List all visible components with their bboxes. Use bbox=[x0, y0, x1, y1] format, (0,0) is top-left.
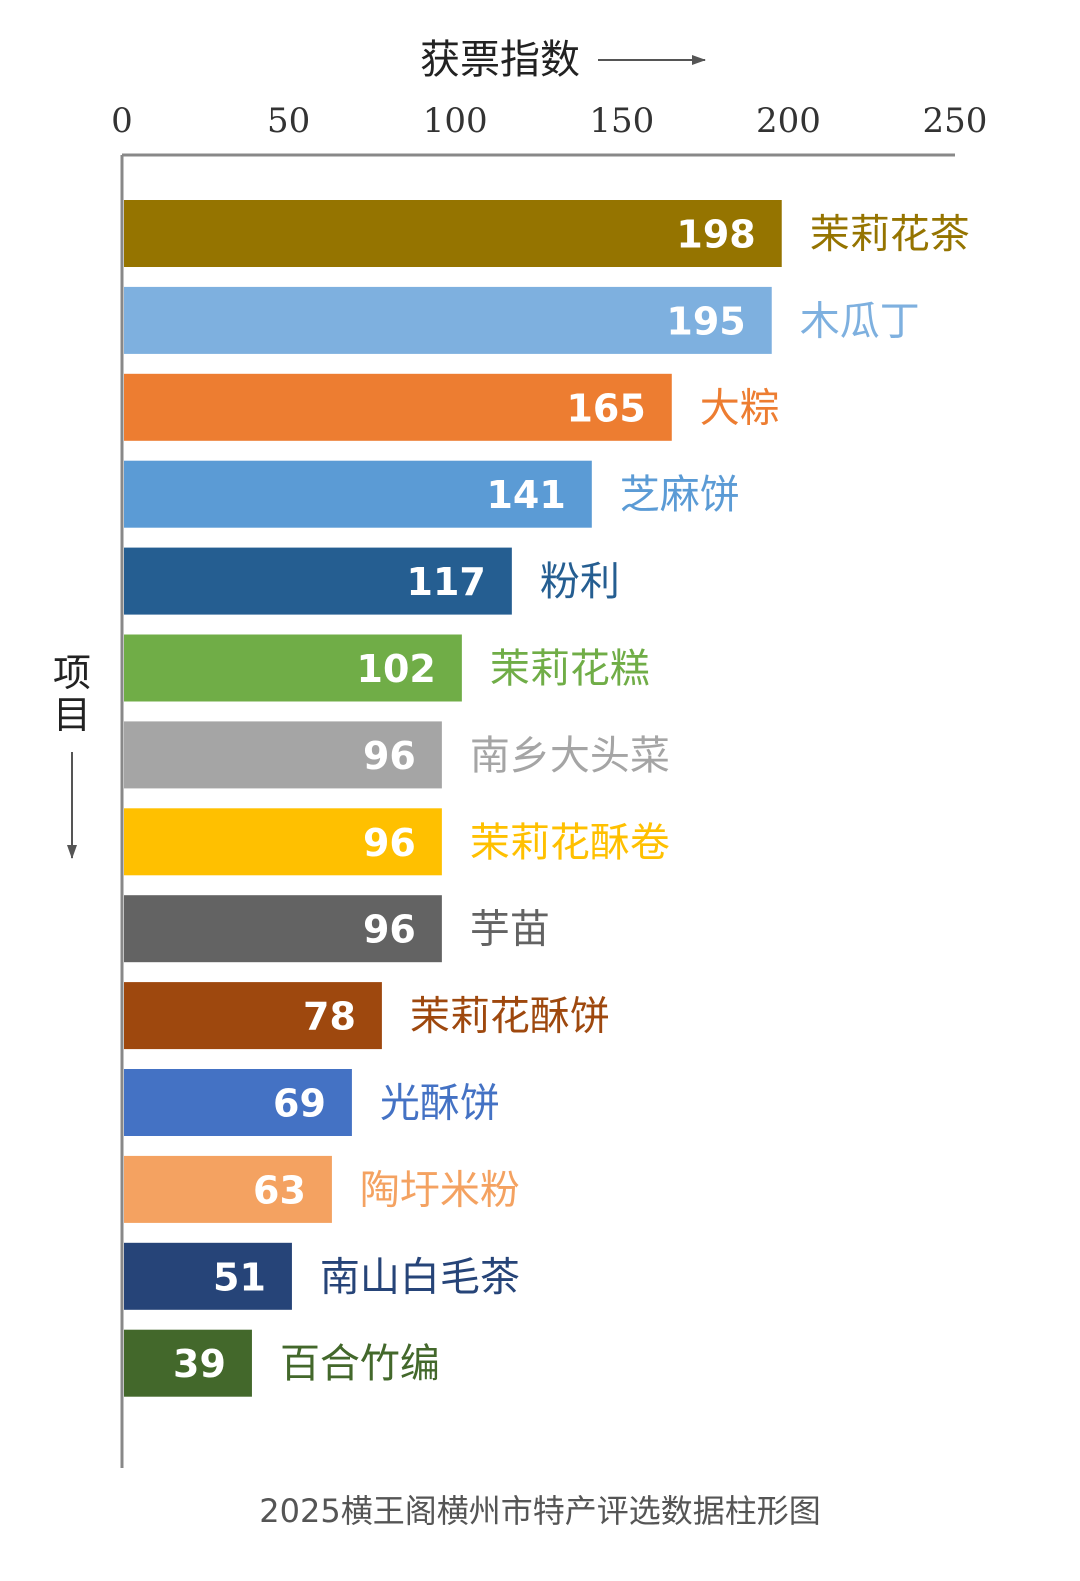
x-tick-label: 250 bbox=[923, 101, 988, 141]
bar-value-label: 141 bbox=[486, 473, 565, 517]
chart-caption: 2025横王阁横州市特产评选数据柱形图 bbox=[259, 1492, 821, 1530]
category-label: 茉莉花糕 bbox=[490, 646, 650, 692]
category-label: 光酥饼 bbox=[380, 1081, 500, 1127]
bar bbox=[124, 460, 592, 528]
bar-value-label: 165 bbox=[566, 386, 645, 430]
bar-value-label: 96 bbox=[363, 821, 416, 865]
bar-value-label: 96 bbox=[363, 908, 416, 952]
y-axis-label: 项目 bbox=[53, 651, 91, 737]
x-tick-label: 50 bbox=[267, 101, 310, 141]
bar bbox=[124, 373, 672, 441]
x-tick-label: 200 bbox=[756, 101, 821, 141]
category-label: 粉利 bbox=[540, 559, 620, 605]
x-axis-ticks: 0 50 100 150 200 250 bbox=[111, 101, 987, 141]
bar bbox=[124, 808, 442, 876]
bar-value-label: 102 bbox=[357, 647, 436, 691]
bar bbox=[124, 1155, 332, 1223]
bar bbox=[124, 982, 382, 1050]
category-label: 芝麻饼 bbox=[620, 472, 740, 518]
bar-value-label: 51 bbox=[213, 1255, 266, 1299]
category-label: 南乡大头菜 bbox=[470, 733, 670, 779]
bar bbox=[124, 895, 442, 963]
bar bbox=[124, 547, 512, 615]
bar-value-label: 39 bbox=[173, 1342, 226, 1386]
category-label: 南山白毛茶 bbox=[320, 1254, 520, 1300]
x-tick-label: 150 bbox=[589, 101, 654, 141]
category-label: 木瓜丁 bbox=[800, 298, 920, 344]
x-tick-label: 100 bbox=[423, 101, 488, 141]
bar-value-label: 198 bbox=[676, 213, 755, 257]
category-label: 茉莉花酥卷 bbox=[470, 820, 670, 866]
x-axis-label: 获票指数 bbox=[420, 37, 580, 83]
category-label: 茉莉花酥饼 bbox=[410, 994, 610, 1040]
bar-value-label: 63 bbox=[253, 1168, 306, 1212]
bar bbox=[124, 286, 772, 354]
category-label: 百合竹编 bbox=[280, 1341, 440, 1387]
bar bbox=[124, 634, 462, 702]
category-label: 芋苗 bbox=[470, 907, 550, 953]
bars-group: 198 茉莉花茶 195 木瓜丁 165 大粽 141 芝麻饼 117 粉利 102 茉莉花糕 96 南乡… bbox=[124, 200, 970, 1397]
x-tick-label: 0 bbox=[111, 101, 133, 141]
bar-value-label: 78 bbox=[303, 995, 356, 1039]
bar-value-label: 117 bbox=[407, 560, 486, 604]
category-label: 陶圩米粉 bbox=[360, 1167, 520, 1213]
category-label: 茉莉花茶 bbox=[810, 212, 970, 258]
bar-value-label: 96 bbox=[363, 734, 416, 778]
bar-value-label: 69 bbox=[273, 1082, 326, 1126]
bar bbox=[124, 200, 782, 267]
bar-value-label: 195 bbox=[666, 299, 745, 343]
bar bbox=[124, 1242, 292, 1310]
category-label: 大粽 bbox=[700, 385, 780, 431]
bar bbox=[124, 721, 442, 789]
bar bbox=[124, 1329, 252, 1397]
bar bbox=[124, 1069, 352, 1136]
